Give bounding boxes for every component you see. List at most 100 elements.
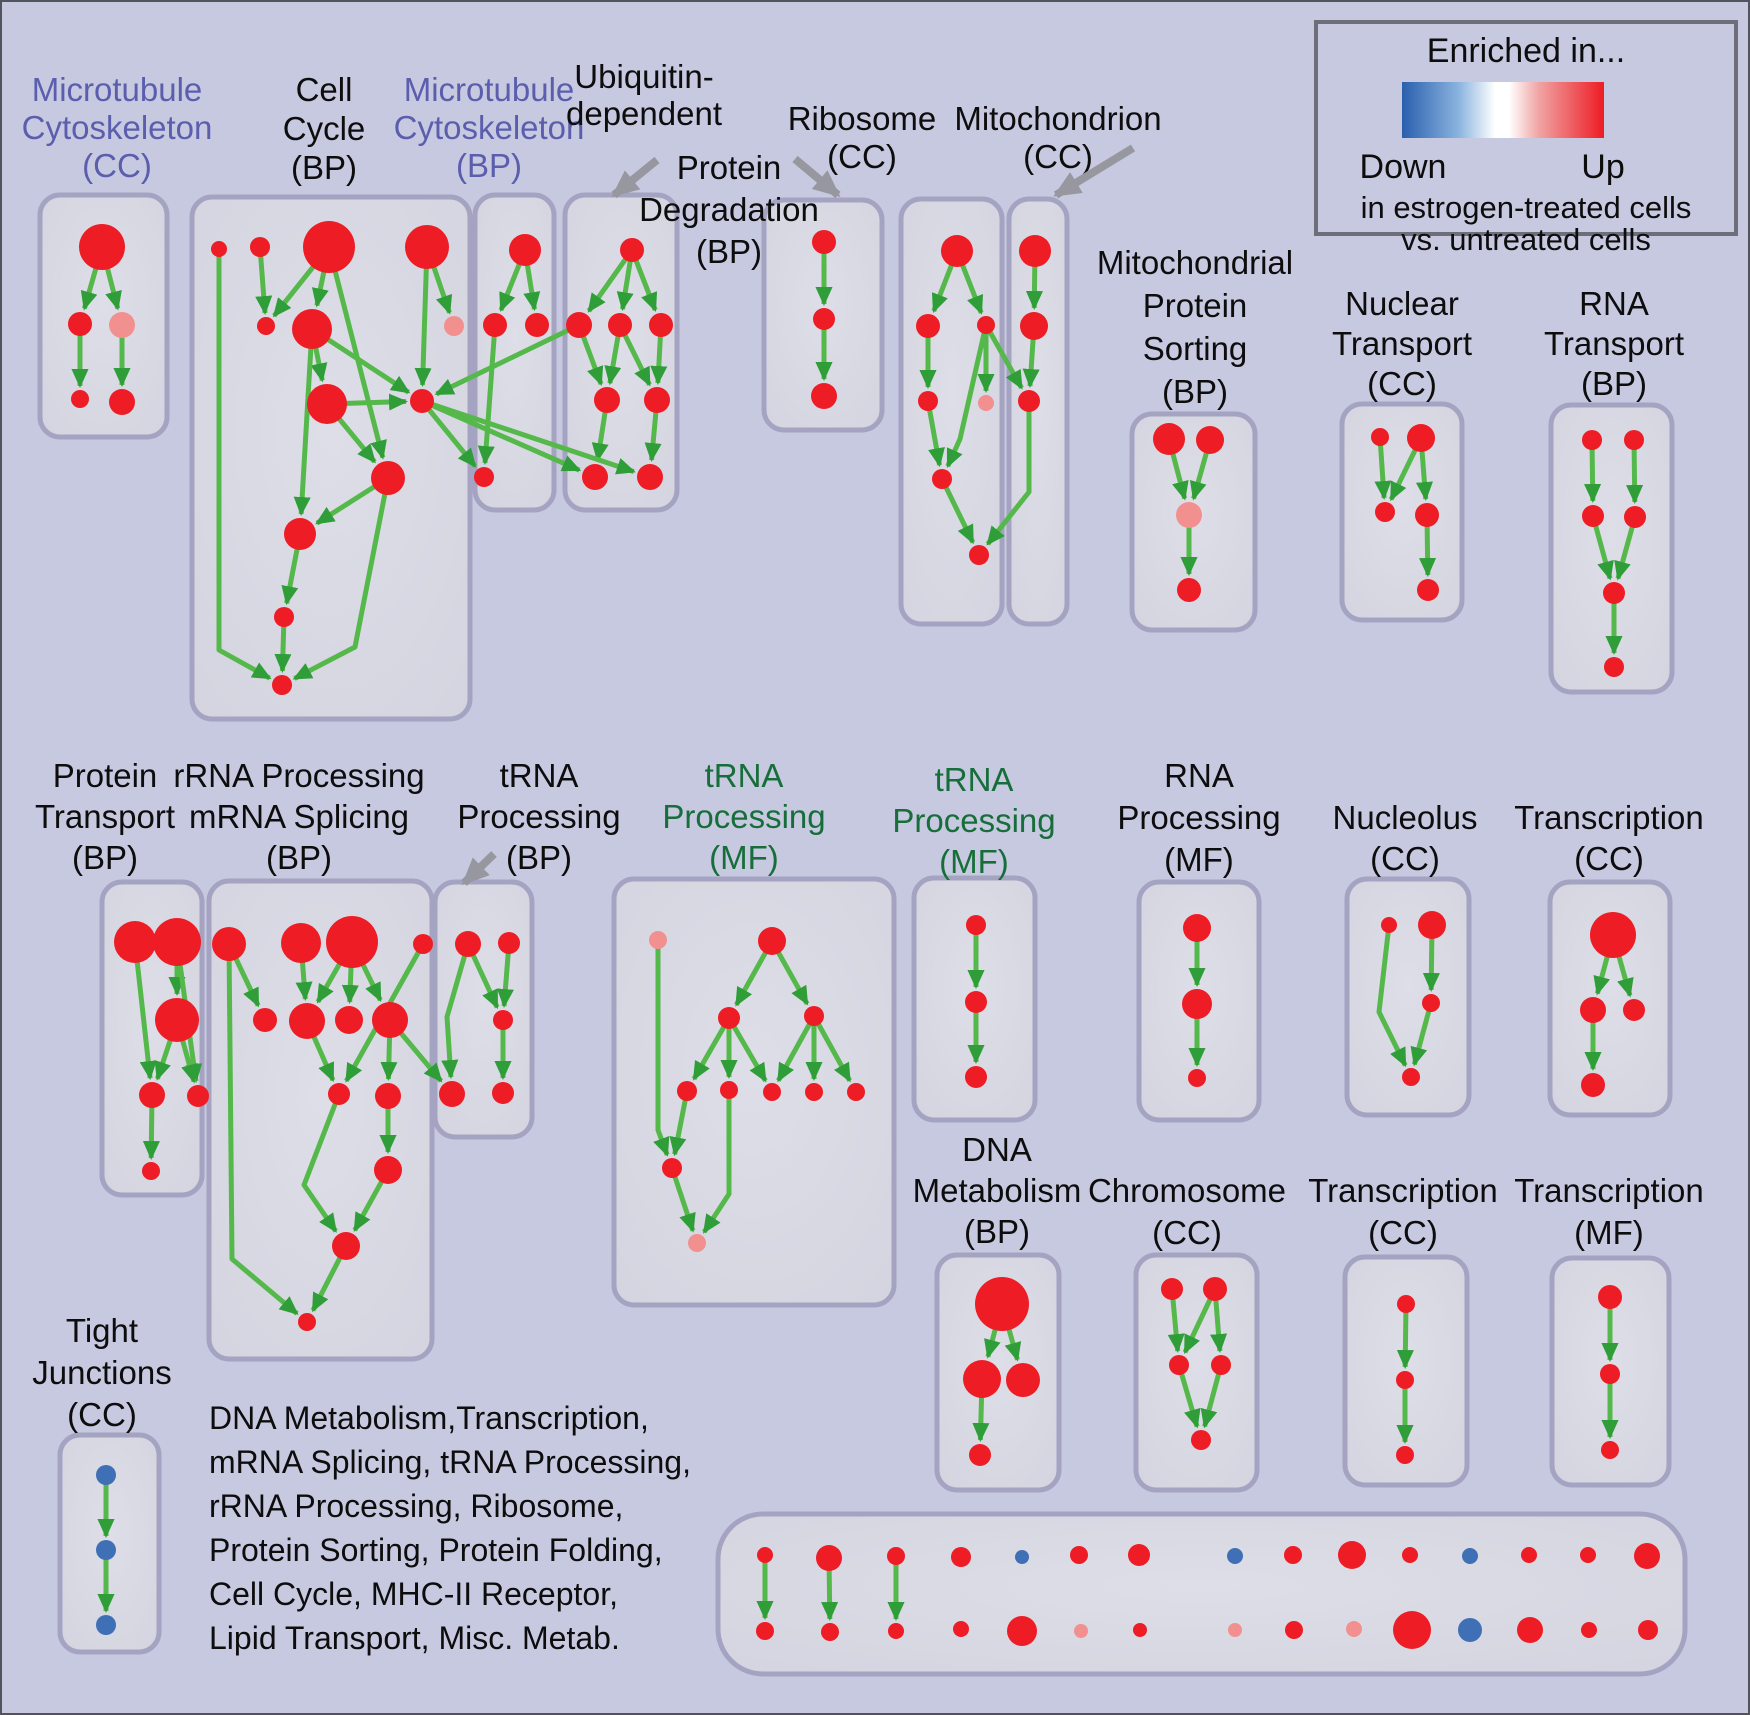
group-label-tight-junctions-cc: Tight Junctions (CC): [32, 1312, 171, 1433]
note-line: Protein Sorting, Protein Folding,: [209, 1532, 663, 1568]
group-box-mitochondrion-cc: [1006, 196, 1070, 627]
node-rna-transport-bp-3: [1624, 506, 1646, 528]
node-ubiquitin-degradation-bp-4: [594, 387, 620, 413]
group-label-ubiquitin-degradation-bp: Ubiquitin-dependent: [566, 58, 722, 132]
node-chromosome-cc-2: [1169, 1355, 1189, 1375]
node-protein-transport-bp-3: [139, 1082, 165, 1108]
node-trna-processing-mf-2-1: [965, 991, 987, 1013]
cross-edge-6: [985, 401, 1032, 546]
node-ubiquitin-degradation-bp-7: [637, 464, 663, 490]
node-misc-metabolism-7: [1227, 1548, 1243, 1564]
edge-trna-processing-mf-1-5: [726, 1016, 768, 1083]
node-ubiquitin-degradation-bp-3: [649, 313, 673, 337]
node-ribosome-cc-3: [918, 391, 938, 411]
node-misc-metabolism-1: [816, 1545, 842, 1571]
node-rna-transport-bp-1: [1624, 430, 1644, 450]
node-misc-metabolism-5: [1070, 1546, 1088, 1564]
node-transcription-cc-2-2: [1396, 1446, 1414, 1464]
node-chromosome-cc-0: [1161, 1278, 1183, 1300]
legend-gradient-bar: [1402, 82, 1604, 138]
node-microtubule-cytoskeleton-bp-3: [474, 467, 494, 487]
node-microtubule-cytoskeleton-bp-0: [509, 234, 541, 266]
legend-subtitle-1: in estrogen-treated cells: [1360, 190, 1692, 225]
node-mitochondrion-cc-1: [1020, 312, 1048, 340]
node-rna-transport-bp-2: [1582, 505, 1604, 527]
ubiquitin-arrow-1: [611, 156, 660, 199]
edge-rna-transport-bp-0: [1584, 439, 1602, 504]
node-chromosome-cc-1: [1203, 1277, 1227, 1301]
edge-ribosome-cc-6: [939, 477, 976, 545]
node-rrna-processing-mrna-splicing-bp-12: [298, 1313, 316, 1331]
node-nucleolus-cc-1: [1418, 911, 1446, 939]
legend-title: Enriched in...: [1426, 32, 1626, 70]
edge-nuclear-transport-cc-0: [1374, 436, 1392, 501]
node-misc-metabolism-26: [1458, 1618, 1482, 1642]
note-line: DNA Metabolism,Transcription,: [209, 1400, 649, 1436]
node-mitochondrial-protein-sorting-bp-2: [1176, 502, 1202, 528]
node-mitochondrial-protein-sorting-bp-0: [1153, 423, 1185, 455]
node-ribosome-cc-6: [969, 545, 989, 565]
note-line: Lipid Transport, Misc. Metab.: [209, 1620, 620, 1656]
node-microtubule-cytoskeleton-cc-1: [68, 312, 92, 336]
node-dna-metabolism-bp-3: [969, 1444, 991, 1466]
node-cell-cycle-bp-2: [303, 221, 355, 273]
node-misc-metabolism-3: [951, 1547, 971, 1567]
edge-trna-processing-mf-1-10: [702, 1090, 732, 1234]
node-protein-transport-bp-0: [114, 921, 156, 963]
edge-cell-cycle-bp-1: [255, 246, 273, 316]
node-trna-processing-bp-2: [493, 1010, 513, 1030]
edge-trna-processing-mf-1-6: [776, 1014, 817, 1083]
node-trna-processing-bp-4: [492, 1082, 514, 1104]
node-misc-metabolism-25: [1393, 1611, 1431, 1649]
edge-trna-processing-mf-1-11: [669, 1167, 696, 1233]
node-cell-cycle-bp-11: [274, 607, 294, 627]
node-tight-junctions-cc-0: [96, 1465, 116, 1485]
node-rna-processing-mf-2: [1188, 1069, 1206, 1087]
node-trna-processing-bp-0: [455, 931, 481, 957]
node-rrna-processing-mrna-splicing-bp-5: [289, 1003, 325, 1039]
group-label-ribosome-cc: Ribosome (CC): [788, 100, 937, 175]
node-rrna-processing-mrna-splicing-bp-11: [332, 1232, 360, 1260]
group-box-nuclear-transport-cc: [1339, 401, 1465, 623]
edge-rrna-processing-mrna-splicing-bp-10: [301, 1093, 342, 1233]
node-rrna-processing-mrna-splicing-bp-10: [374, 1156, 402, 1184]
node-cell-cycle-bp-5: [292, 309, 332, 349]
node-nuclear-transport-cc-2: [1375, 502, 1395, 522]
group-label-dna-metabolism-bp: DNA Metabolism (BP): [913, 1131, 1082, 1250]
node-misc-metabolism-23: [1285, 1621, 1303, 1639]
edge-ribosome-cc-4: [945, 324, 989, 469]
node-rna-processing-mf-1: [1182, 989, 1212, 1019]
node-transcription-mf-1: [1600, 1364, 1620, 1384]
edge-trna-processing-mf-1-3: [691, 1016, 732, 1081]
node-trna-processing-mf-2-0: [966, 915, 986, 935]
edge-trna-processing-mf-1-8: [811, 1014, 852, 1083]
node-misc-metabolism-10: [1402, 1547, 1418, 1563]
node-misc-metabolism-22: [1228, 1623, 1242, 1637]
node-transcription-cc-1-3: [1581, 1073, 1605, 1097]
node-rrna-processing-mrna-splicing-bp-0: [212, 927, 246, 961]
cross-edge-1: [420, 398, 582, 473]
group-label-rna-processing-mf: RNA Processing (MF): [1117, 757, 1280, 878]
node-ubiquitin-degradation-bp-2-0: [812, 230, 836, 254]
node-ubiquitin-degradation-bp-2-2: [811, 383, 837, 409]
node-protein-transport-bp-5: [142, 1162, 160, 1180]
node-transcription-mf-2: [1601, 1441, 1619, 1459]
edge-cell-cycle-bp-4: [326, 246, 387, 460]
legend-subtitle-2: vs. untreated cells: [1401, 222, 1651, 257]
node-misc-metabolism-29: [1638, 1620, 1658, 1640]
legend-box: Enriched in... Down Up in estrogen-treat…: [1314, 20, 1738, 257]
edge-ubiquitin-degradation-bp-0: [586, 248, 635, 313]
node-trna-processing-bp-3: [439, 1081, 465, 1107]
node-trna-processing-mf-1-3: [804, 1006, 824, 1026]
node-transcription-cc-2-1: [1396, 1371, 1414, 1389]
node-ribosome-cc-4: [978, 395, 994, 411]
node-transcription-cc-1-1: [1580, 997, 1606, 1023]
node-cell-cycle-bp-7: [307, 384, 347, 424]
node-trna-processing-mf-1-10: [688, 1234, 706, 1252]
edge-nucleolus-cc-0: [1376, 924, 1408, 1068]
node-protein-transport-bp-2: [155, 998, 199, 1042]
group-box-misc-metabolism: [715, 1511, 1688, 1677]
node-tight-junctions-cc-1: [96, 1540, 116, 1560]
node-protein-transport-bp-4: [187, 1085, 209, 1107]
node-misc-metabolism-2: [887, 1547, 905, 1565]
